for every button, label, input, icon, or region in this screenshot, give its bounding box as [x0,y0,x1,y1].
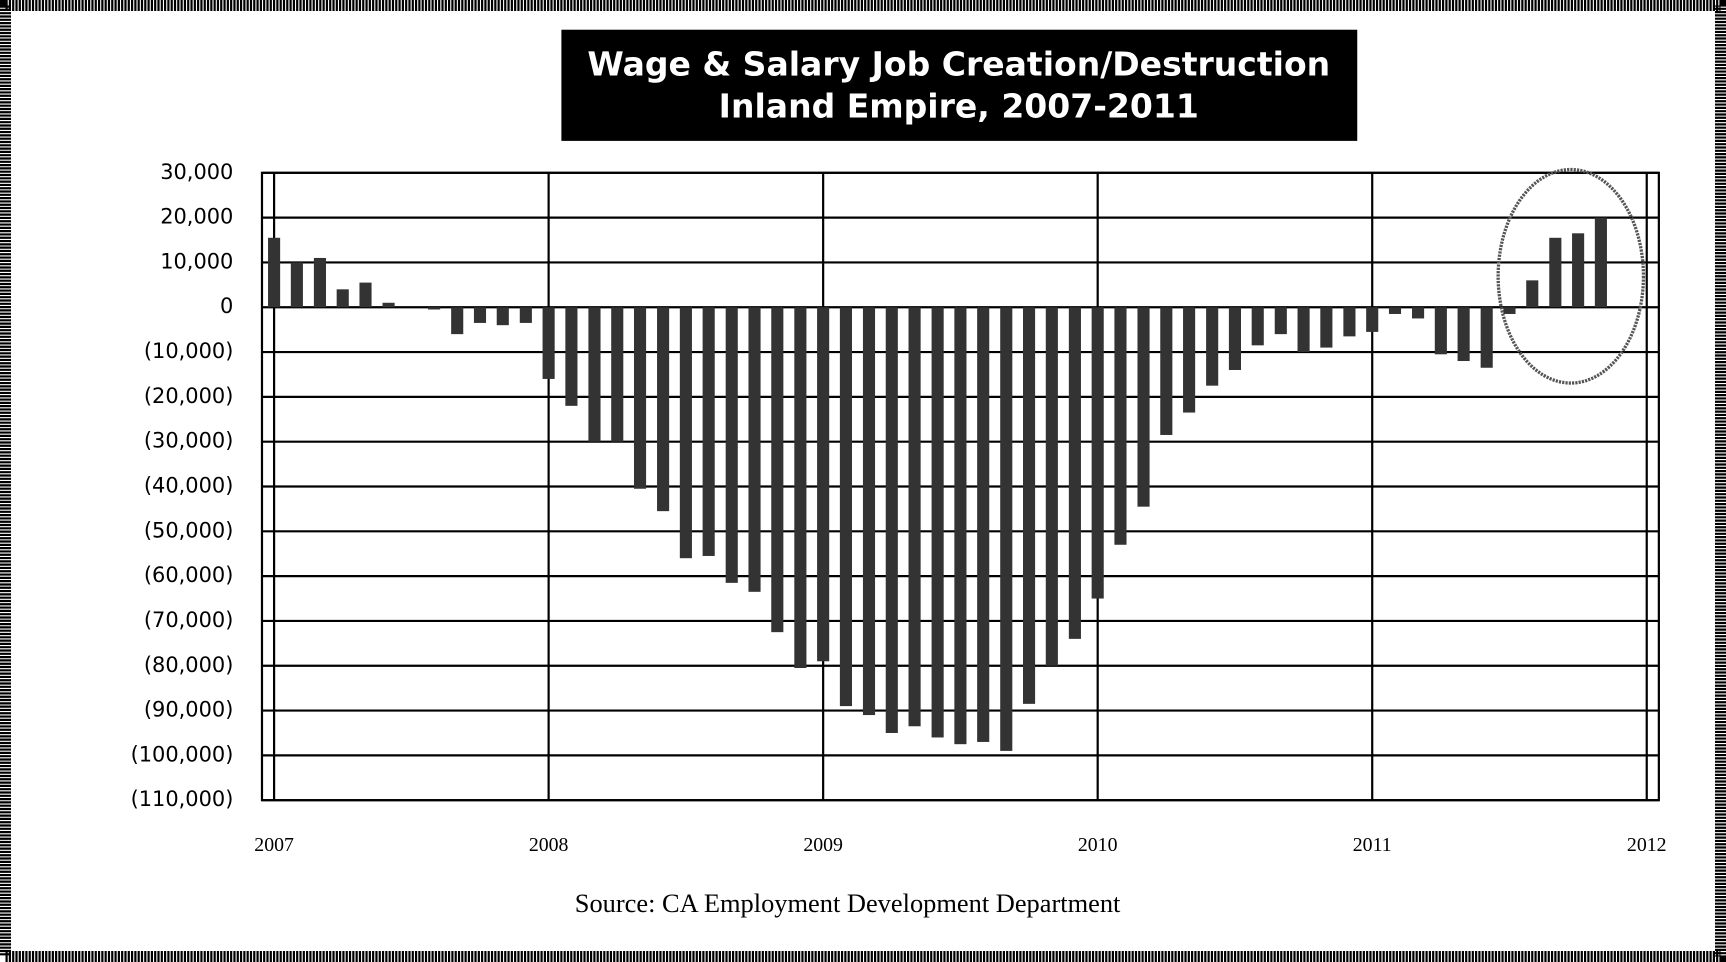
bar [908,307,921,727]
bar [954,307,967,745]
bar [839,307,852,707]
bar [931,307,944,738]
bar [657,307,670,512]
x-tick-label: 2009 [803,834,843,856]
bar [1343,307,1356,337]
bar [1412,307,1425,319]
bar [1457,307,1470,362]
bar [1549,237,1562,308]
bar [519,307,532,323]
plot: 30,000 20,000 10,000 0 (10,000) (20,000) (30,0… [131,160,1667,856]
y-tick-label: (80,000) [144,653,233,677]
bar [611,307,624,442]
bar [1320,307,1333,348]
bar [1366,307,1379,332]
bar [1572,233,1585,308]
bar [1137,307,1150,507]
y-tick-label: 0 [220,294,233,318]
bar [1114,307,1127,545]
source: Source: CA Employment Development Depart… [575,888,1121,918]
bar [1297,307,1310,353]
y-tick-label: (60,000) [144,563,233,587]
bar [1160,307,1173,435]
bar [885,307,898,733]
y-tick-label: 20,000 [160,205,233,229]
x-tick-label: 2007 [254,834,294,856]
y-tick-label: (90,000) [144,698,233,722]
bar [1045,307,1058,666]
title-box [561,29,1358,141]
y-tick-label: (10,000) [144,339,233,363]
bar [336,289,349,308]
bar [290,262,303,308]
x-tick-label: 2011 [1353,834,1392,856]
bar [1434,307,1447,355]
bar [633,307,647,489]
bar [679,307,692,559]
bar [382,302,395,308]
bar [1251,307,1264,346]
bar [817,307,830,662]
x-tick-label: 2008 [529,834,569,856]
y-tick-label: (110,000) [131,787,234,811]
bar [565,307,578,406]
bar [1091,307,1104,599]
bar [359,282,372,308]
chart-subtitle: Inland Empire, 2007-2011 [719,86,1199,125]
bar [1388,307,1402,314]
y-tick-label: (50,000) [144,518,233,542]
bar [1206,307,1219,386]
bar [451,307,464,335]
bar [771,307,784,633]
bar [1480,307,1493,368]
y-tick-label: 30,000 [160,160,233,184]
bar [748,307,761,592]
bar [725,307,738,583]
y-tick-label: (70,000) [144,608,233,632]
bar [588,307,601,442]
bar [1274,307,1287,335]
bar [1022,307,1036,704]
bar [1000,307,1013,751]
y-tick-label: (40,000) [144,474,233,498]
bar [702,307,715,556]
bar [1068,307,1081,639]
bar [542,307,555,379]
bar [313,257,326,308]
bar [1503,307,1516,314]
highlight-ellipse [1496,167,1646,385]
bar [496,307,509,326]
y-tick-label: (20,000) [144,384,233,408]
bar [1183,307,1196,413]
bar [268,237,281,308]
bar [1594,217,1607,308]
chart-title: Wage & Salary Job Creation/Destruction [587,45,1330,84]
x-tick-label: 2012 [1627,834,1667,856]
x-tick-label: 2010 [1078,834,1118,856]
y-tick-label: (100,000) [131,742,234,766]
y-tick-label: 10,000 [160,249,233,273]
bar [862,307,876,716]
y-tick-label: (30,000) [144,429,233,453]
bar [794,307,807,668]
bar [977,307,990,742]
bar [1526,280,1539,308]
bar [473,307,487,323]
bar [428,307,441,310]
bar [1228,307,1242,370]
